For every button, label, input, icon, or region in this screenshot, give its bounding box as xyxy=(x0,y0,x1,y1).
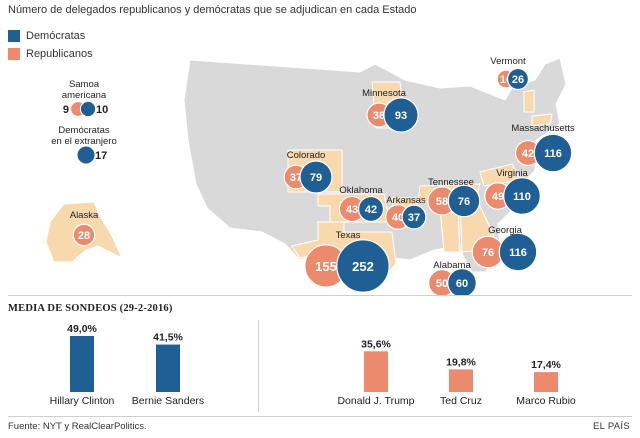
state-label-texas: Texas xyxy=(336,230,361,241)
dem-bubble-vermont xyxy=(506,67,530,91)
poll-value-hillary-clinton: 49,0% xyxy=(67,323,97,335)
state-massachusetts xyxy=(531,113,553,127)
map-state-labels: Minnesota Vermont Massachusetts Colorado Okl… xyxy=(70,56,575,271)
dem-bubble-minnesota xyxy=(383,97,419,133)
dem-bubble-tennessee xyxy=(447,184,481,218)
state-label-massachusetts: Massachusetts xyxy=(511,123,575,134)
dem-value-samoa: 10 xyxy=(96,104,108,116)
state-label-virginia: Virginia xyxy=(496,168,528,179)
legend-dem: Demócratas xyxy=(8,30,85,42)
dem-bubble-arkansas xyxy=(401,204,427,230)
territory-label-samoa-line1: Samoa xyxy=(69,79,100,90)
state-label-tennessee: Tennessee xyxy=(428,177,474,188)
dem-value-massachusetts: 116 xyxy=(544,148,562,160)
rep-value-arkansas: 40 xyxy=(392,212,404,224)
legend-dem-swatch xyxy=(8,30,20,42)
rep-value-georgia: 76 xyxy=(482,247,494,259)
dem-value-virginia: 110 xyxy=(513,191,531,203)
poll-candidate-marco-rubio: Marco Rubio xyxy=(516,395,576,407)
territory-label-abroad-line1: Demócratas xyxy=(58,125,109,136)
rep-value-colorado: 37 xyxy=(290,172,302,184)
poll-value-marco-rubio: 17,4% xyxy=(531,359,561,371)
poll-bar-ted-cruz xyxy=(449,369,473,392)
poll-candidate-ted-cruz: Ted Cruz xyxy=(440,395,482,407)
poll-bar-hillary-clinton xyxy=(70,336,94,392)
rep-value-texas: 155 xyxy=(315,259,337,274)
rep-value-virginia: 49 xyxy=(492,191,504,203)
dem-bubble-georgia xyxy=(498,232,538,272)
dem-value-oklahoma: 42 xyxy=(365,204,377,216)
poll-candidate-donald-j-trump: Donald J. Trump xyxy=(337,395,414,407)
territory-label-samoa-line2: americana xyxy=(62,90,107,101)
rep-value-alaska: 28 xyxy=(78,230,90,242)
dem-bubble-abroad xyxy=(76,145,96,165)
credit: EL PAÍS xyxy=(593,421,630,432)
poll-section-title: MEDIA DE SONDEOS (29-2-2016) xyxy=(8,303,173,314)
rep-bubble-alaska xyxy=(72,223,96,247)
state-label-minnesota: Minnesota xyxy=(362,88,407,99)
territory-label-abroad-line2: en el extranjero xyxy=(51,136,116,147)
section-rule xyxy=(8,295,632,296)
state-label-alabama: Alabama xyxy=(433,260,471,271)
dem-value-tennessee: 76 xyxy=(458,196,470,208)
rep-value-tennessee: 58 xyxy=(436,196,448,208)
state-label-vermont: Vermont xyxy=(490,56,526,67)
rep-value-samoa: 9 xyxy=(63,104,69,116)
dem-bubble-oklahoma xyxy=(357,195,385,223)
rep-value-oklahoma: 43 xyxy=(346,204,358,216)
dem-value-minnesota: 93 xyxy=(395,110,407,122)
legend-rep-label: Republicanos xyxy=(26,48,93,60)
dem-value-colorado: 79 xyxy=(310,172,322,184)
legend-rep: Republicanos xyxy=(8,48,93,60)
party-divider xyxy=(258,320,259,412)
state-label-georgia: Georgia xyxy=(488,225,523,236)
dem-value-vermont: 26 xyxy=(512,74,524,86)
footer-rule xyxy=(8,416,632,417)
state-label-oklahoma: Oklahoma xyxy=(339,185,383,196)
poll-bar-chart: 49,0% Hillary Clinton 41,5% Bernie Sanders 3… xyxy=(50,323,576,407)
dem-bubble-samoa xyxy=(79,100,97,118)
dem-bubble-virginia xyxy=(503,177,541,215)
state-vermont xyxy=(523,89,535,113)
rep-value-alabama: 50 xyxy=(436,278,448,290)
dem-value-arkansas: 37 xyxy=(408,212,420,224)
dem-value-alabama: 60 xyxy=(456,278,468,290)
poll-value-ted-cruz: 19,8% xyxy=(446,356,476,368)
dem-value-georgia: 116 xyxy=(509,247,527,259)
rep-value-massachusetts: 42 xyxy=(522,148,534,160)
poll-bar-donald-j-trump xyxy=(364,351,388,392)
poll-value-donald-j-trump: 35,6% xyxy=(361,338,391,350)
dem-bubble-massachusetts xyxy=(533,133,573,173)
state-label-arkansas: Arkansas xyxy=(386,195,426,206)
legend-dem-label: Demócratas xyxy=(26,30,86,42)
rep-value-minnesota: 38 xyxy=(373,110,385,122)
chart-title: Número de delegados republicanos y demóc… xyxy=(8,4,417,16)
state-label-colorado: Colorado xyxy=(287,150,326,161)
dem-value-texas: 252 xyxy=(352,259,374,274)
dem-bubble-colorado xyxy=(299,160,333,194)
poll-candidate-hillary-clinton: Hillary Clinton xyxy=(50,395,115,407)
poll-bar-marco-rubio xyxy=(534,372,558,392)
dem-bubble-alabama xyxy=(447,268,477,296)
dem-bubble-texas xyxy=(336,239,390,293)
poll-bar-bernie-sanders xyxy=(156,344,180,392)
poll-candidate-bernie-sanders: Bernie Sanders xyxy=(132,395,204,407)
legend-rep-swatch xyxy=(8,48,20,60)
source-note: Fuente: NYT y RealClearPolitics. xyxy=(8,421,147,432)
dem-value-abroad: 17 xyxy=(95,150,107,162)
state-label-alaska: Alaska xyxy=(70,210,99,221)
poll-value-bernie-sanders: 41,5% xyxy=(153,332,183,344)
